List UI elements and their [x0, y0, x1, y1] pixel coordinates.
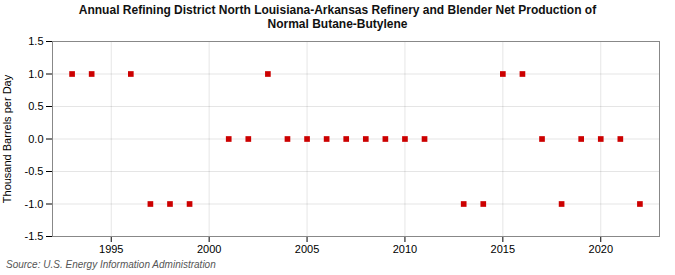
svg-text:-0.5: -0.5: [25, 165, 44, 177]
html-text:Source: U.S. Energy Informatio: Source: U.S. Energy Information Administ…: [6, 259, 216, 270]
html-text:Annual Refining District North: Annual Refining District North Louisiana…: [78, 3, 597, 31]
svg-text:2005: 2005: [295, 243, 319, 255]
svg-text:1.0: 1.0: [28, 68, 43, 80]
svg-text:-1.0: -1.0: [25, 198, 44, 210]
svg-text:-1.5: -1.5: [25, 230, 44, 242]
svg-text:Thousand Barrels per Day: Thousand Barrels per Day: [1, 74, 13, 203]
svg-text:2010: 2010: [393, 243, 417, 255]
svg-text:1.5: 1.5: [28, 35, 43, 47]
svg-text:2020: 2020: [589, 243, 613, 255]
svg-text:0.5: 0.5: [28, 100, 43, 112]
svg-text:0.0: 0.0: [28, 133, 43, 145]
svg-text:1995: 1995: [99, 243, 123, 255]
svg-text:2015: 2015: [491, 243, 515, 255]
svg-text:2000: 2000: [197, 243, 221, 255]
